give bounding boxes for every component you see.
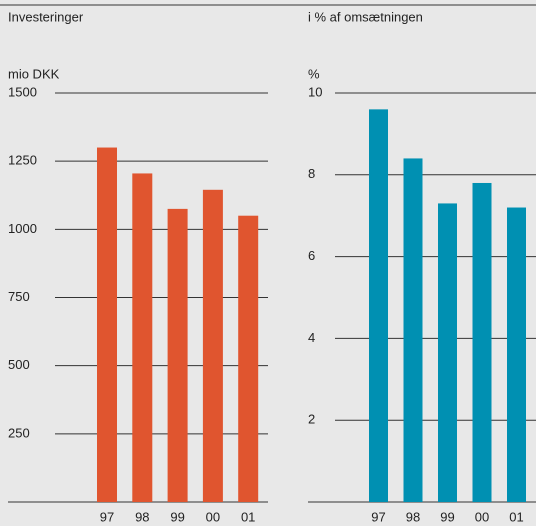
y-tick-label: 1250 (8, 153, 37, 168)
bar (507, 207, 526, 502)
x-tick-label: 99 (440, 509, 454, 524)
y-tick-label: 2 (308, 412, 315, 427)
x-tick-label: 01 (509, 509, 523, 524)
y-tick-label: 4 (308, 330, 315, 345)
x-tick-label: 99 (170, 509, 184, 524)
bar (238, 215, 259, 502)
y-tick-label: 750 (8, 289, 30, 304)
x-tick-label: 97 (100, 509, 114, 524)
chart-title: i % af omsætningen (308, 9, 423, 24)
x-tick-label: 00 (475, 509, 489, 524)
y-tick-label: 1000 (8, 221, 37, 236)
y-tick-label: 6 (308, 248, 315, 263)
x-tick-label: 97 (371, 509, 385, 524)
bar (369, 109, 388, 503)
y-tick-label: 250 (8, 425, 30, 440)
bar (438, 203, 457, 502)
bar (132, 173, 153, 503)
bar (97, 147, 117, 503)
bar (202, 189, 223, 502)
y-tick-label: 1500 (8, 84, 37, 99)
x-tick-label: 00 (206, 509, 220, 524)
chart-title: Investeringer (8, 9, 84, 24)
x-tick-label: 98 (406, 509, 420, 524)
bar (403, 158, 423, 502)
y-axis-label: mio DKK (8, 66, 60, 81)
y-tick-label: 8 (308, 166, 315, 181)
y-axis-label: % (308, 66, 320, 81)
bar (167, 208, 188, 502)
bar (472, 182, 492, 503)
y-tick-label: 10 (308, 84, 322, 99)
x-tick-label: 98 (135, 509, 149, 524)
y-tick-label: 500 (8, 357, 30, 372)
x-tick-label: 01 (241, 509, 255, 524)
